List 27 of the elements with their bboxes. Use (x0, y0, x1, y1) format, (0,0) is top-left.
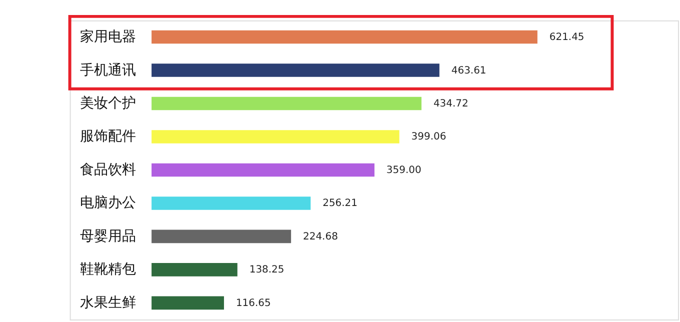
bar (152, 296, 224, 310)
y-tick-label: 鞋靴精包 (80, 262, 136, 278)
data-label: 359.00 (386, 164, 422, 176)
bar (152, 96, 422, 110)
y-tick-label: 服饰配件 (80, 128, 136, 145)
data-label: 463.61 (451, 65, 486, 76)
bar (152, 263, 238, 276)
data-label: 116.65 (236, 298, 271, 309)
data-label: 621.45 (549, 32, 584, 44)
data-label: 224.68 (303, 231, 338, 242)
data-label: 256.21 (322, 198, 358, 210)
data-label: 138.25 (249, 264, 284, 276)
data-label: 399.06 (411, 132, 446, 143)
bar (152, 30, 538, 44)
bar (152, 130, 400, 144)
y-tick-label: 美妆个护 (80, 96, 136, 112)
y-tick-label: 食品饮料 (80, 162, 136, 178)
bar (152, 230, 292, 244)
bar (152, 196, 311, 210)
y-tick-label: 家用电器 (80, 29, 136, 46)
y-tick-label: 手机通讯 (80, 62, 136, 78)
y-tick-label: 水果生鲜 (80, 294, 136, 311)
data-label: 434.72 (433, 98, 468, 110)
y-tick-label: 母婴用品 (80, 228, 136, 244)
bar (152, 64, 440, 77)
y-tick-label: 电脑办公 (80, 195, 136, 212)
bar (152, 163, 374, 177)
